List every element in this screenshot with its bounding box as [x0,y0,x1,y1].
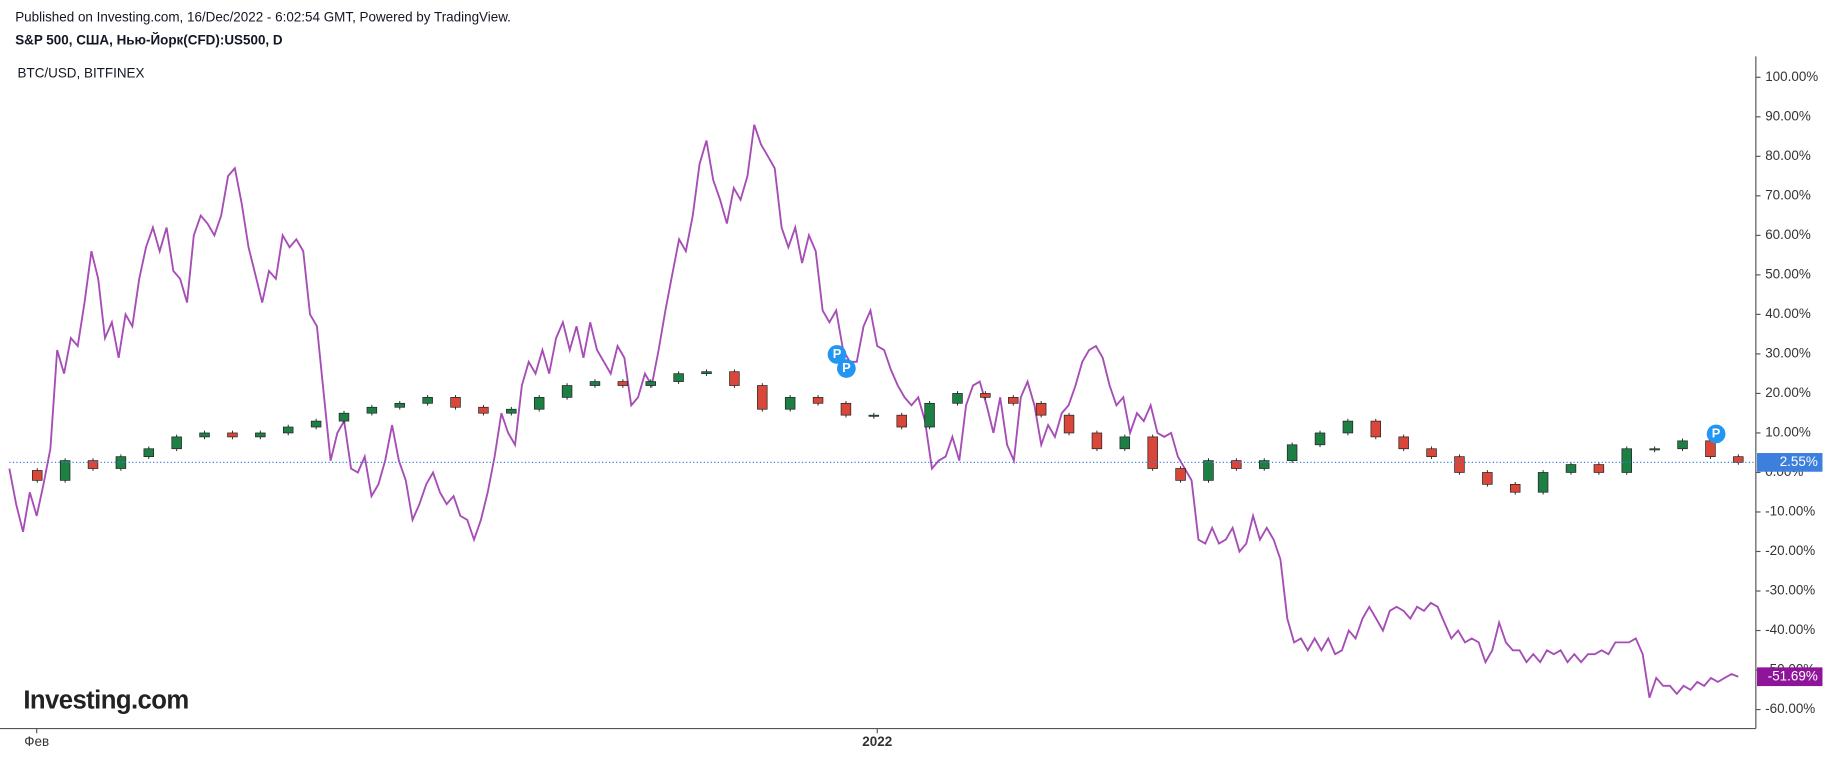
candle [868,414,880,417]
candle [1621,448,1632,473]
candle [1649,448,1660,451]
plot-area [8,124,1744,698]
candle [1537,472,1549,493]
watermark: Investing.com [23,686,188,714]
marker-label: P [833,346,842,361]
y-tick-label: 10.00% [1765,424,1811,439]
candle [1063,414,1075,434]
series-title: S&P 500, США, Нью-Йорк(CFD):US500, D [15,33,283,48]
candle [701,371,712,375]
candle [1147,436,1158,469]
candle [729,371,740,386]
marker-dot [1706,424,1726,444]
last-value-label: -51.69% [1768,668,1818,683]
candle [1677,440,1688,450]
candle [980,393,991,398]
candle [645,381,656,386]
candle [1370,420,1382,438]
y-tick-label: -10.00% [1765,504,1815,519]
last-value-label: 2.55% [1780,454,1818,469]
candle [1175,468,1186,481]
x-tick-label: 2022 [862,734,892,749]
y-tick-label: 40.00% [1765,306,1811,321]
candle [1314,432,1326,446]
candle [143,448,155,458]
candle [338,412,350,422]
candle [171,436,182,450]
candle [1203,460,1214,481]
y-tick-label: 80.00% [1765,148,1811,163]
series-title: BTC/USD, BITFINEX [18,65,145,80]
y-tick-label: -40.00% [1765,622,1815,637]
candle [1119,436,1131,450]
y-tick-label: 60.00% [1765,227,1811,242]
candle [1259,460,1270,469]
y-tick-label: 90.00% [1765,108,1811,123]
y-tick-label: 20.00% [1765,385,1811,400]
candle [506,408,517,414]
candle [784,397,796,410]
published-note: Published on Investing.com, 16/Dec/2022 … [15,9,511,24]
candle [227,432,238,438]
candle [896,414,907,428]
candle [952,393,963,404]
candle [840,402,852,416]
candle [366,406,378,414]
candle [1008,397,1019,404]
candle [1565,464,1577,473]
marker-dot [827,345,847,364]
marker-label: P [842,360,851,375]
candle [422,397,433,404]
candle [1091,432,1103,450]
candle [310,420,322,428]
candle [1509,483,1521,493]
candle [1342,420,1354,434]
y-tick-label: 30.00% [1765,345,1811,360]
y-tick-label: -20.00% [1765,543,1815,558]
candle [32,470,43,481]
candle [1705,440,1716,458]
candle [87,460,99,469]
candle [673,373,684,382]
y-tick-label: 70.00% [1765,187,1811,202]
candle [394,402,405,408]
y-tick-label: 50.00% [1765,266,1811,281]
candle [533,397,545,410]
candle [1426,448,1437,458]
candle [255,432,266,438]
candle [199,432,210,438]
marker-dot [837,359,856,378]
candle [1454,456,1465,473]
y-tick-label: -60.00% [1765,701,1815,716]
candle [1733,456,1744,463]
candle [617,381,629,386]
candle [115,456,127,469]
candle [1398,436,1409,450]
event-marker: P P P [827,345,1726,444]
candle [450,397,461,408]
candle [478,406,489,414]
candle [1231,460,1242,469]
candle [1286,444,1298,461]
candle [282,426,294,434]
candle [757,385,768,410]
last-value-box [1757,453,1823,472]
btc-line [8,124,1739,698]
marker-label: P [1712,425,1721,440]
candle [561,385,573,398]
candle [924,402,935,428]
candle [1035,402,1047,416]
candle [589,381,601,386]
y-tick-label: -30.00% [1765,583,1815,598]
y-tick-label: 100.00% [1765,69,1818,84]
x-tick-label: Фев [24,734,49,749]
last-value-box [1757,667,1823,687]
candle [1482,472,1493,485]
candle [59,460,71,481]
candle [1593,464,1605,473]
candle [812,397,824,404]
